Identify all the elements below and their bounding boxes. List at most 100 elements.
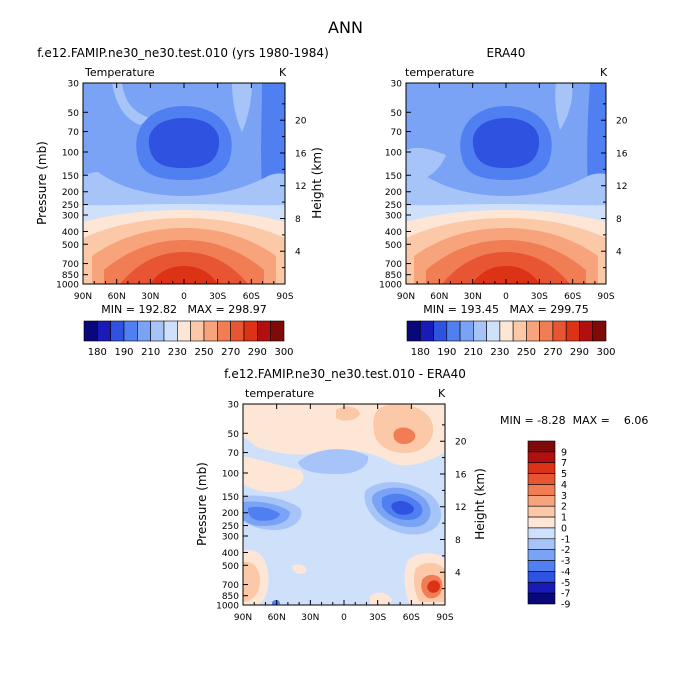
contour-band	[243, 456, 304, 493]
panel-era40-title: ERA40	[487, 46, 526, 60]
colorbar-swatch	[527, 527, 556, 540]
colorbar-swatch	[526, 320, 540, 342]
x-tick-label: 0	[341, 613, 347, 623]
x-tick-label: 60S	[564, 292, 581, 302]
y-tick-label: 200	[222, 509, 239, 519]
x-tick-label: 0	[503, 292, 509, 302]
height-tick-label: 20	[455, 438, 467, 448]
colorbar-label: 270	[543, 347, 562, 358]
colorbar-label: 7	[561, 458, 567, 469]
y-tick-label: 1000	[216, 602, 239, 612]
colorbar-label: 300	[596, 347, 615, 358]
colorbar-label: 5	[561, 469, 567, 480]
colorbar-swatch	[527, 473, 556, 485]
x-tick-label: 60S	[243, 292, 260, 302]
colorbar-swatch	[552, 320, 567, 342]
contour-band	[292, 564, 307, 574]
colorbar-swatch	[527, 451, 556, 464]
colorbar-swatch	[270, 320, 285, 342]
y-tick-label: 200	[385, 188, 402, 198]
panel-model-contours	[83, 83, 285, 284]
colorbar-swatch	[406, 320, 421, 342]
colorbar-label: -2	[561, 545, 570, 556]
colorbar-swatch	[486, 320, 501, 342]
height-tick-label: 16	[455, 470, 467, 480]
y-tick-label: 700	[62, 260, 79, 270]
x-tick-label: 30S	[209, 292, 226, 302]
colorbar-swatch	[217, 320, 231, 342]
colorbar-label: 2	[561, 502, 567, 513]
y-tick-label: 70	[228, 449, 240, 459]
colorbar-swatch	[123, 320, 138, 342]
colorbar-swatch	[473, 320, 487, 342]
colorbar-swatch	[527, 516, 556, 529]
x-tick-label: 90N	[74, 292, 92, 302]
y-tick-label: 250	[222, 522, 239, 532]
y-tick-label: 150	[222, 493, 239, 503]
y-tick-label: 400	[385, 228, 402, 238]
x-tick-label: 90S	[436, 613, 453, 623]
y-tick-label: 50	[228, 430, 240, 440]
colorbar-swatch	[230, 320, 245, 342]
x-tick-label: 60N	[268, 613, 286, 623]
y-tick-label: 1000	[379, 281, 402, 291]
x-tick-label: 0	[181, 292, 187, 302]
colorbar-swatch	[527, 571, 556, 583]
colorbar-swatch	[527, 538, 556, 550]
colorbar-swatch	[243, 320, 258, 342]
page-title: ANN	[328, 18, 363, 37]
height-tick-label: 4	[295, 248, 301, 258]
y-tick-label: 200	[62, 188, 79, 198]
y-tick-label: 850	[62, 271, 79, 281]
colorbar-label: 3	[561, 491, 567, 502]
y-tick-label: 150	[62, 172, 79, 182]
height-tick-label: 8	[616, 215, 622, 225]
panel-model: f.e12.FAMIP.ne30_ne30.test.010 (yrs 1980…	[35, 46, 329, 358]
colorbar-swatch	[539, 320, 554, 342]
contour-band	[336, 406, 360, 421]
x-tick-label: 60N	[430, 292, 448, 302]
colorbar-label: -1	[561, 534, 570, 545]
colorbar-swatch	[190, 320, 205, 342]
colorbar-label: 270	[221, 347, 240, 358]
y-tick-label: 300	[222, 532, 239, 542]
contour-band	[472, 118, 540, 168]
height-tick-label: 4	[455, 569, 461, 579]
colorbar-label: 190	[437, 347, 456, 358]
height-tick-label: 12	[295, 182, 306, 192]
contour-band	[248, 506, 280, 521]
panel-difference-title: f.e12.FAMIP.ne30_ne30.test.010 - ERA40	[224, 367, 466, 381]
colorbar-label: -4	[561, 567, 570, 578]
colorbar-swatch	[565, 320, 580, 342]
x-tick-label: 90N	[397, 292, 415, 302]
y-tick-label: 500	[385, 241, 402, 251]
y-tick-label: 300	[385, 211, 402, 221]
colorbar-swatch	[527, 484, 556, 496]
colorbar-label: 180	[88, 347, 107, 358]
panel-model-title: f.e12.FAMIP.ne30_ne30.test.010 (yrs 1980…	[37, 46, 329, 60]
colorbar-swatch	[527, 560, 556, 572]
x-tick-label: 90N	[234, 613, 252, 623]
colorbar-swatch	[433, 320, 448, 342]
height-tick-label: 8	[295, 215, 301, 225]
colorbar-label: 230	[168, 347, 187, 358]
contour-band	[391, 501, 414, 515]
pressure-axis-label: Pressure (mb)	[195, 462, 209, 546]
panel-difference-contours	[243, 404, 445, 605]
contour-band	[148, 118, 220, 168]
colorbar-swatch	[110, 320, 125, 342]
height-axis-label: Height (km)	[473, 468, 487, 539]
x-tick-label: 30N	[301, 613, 319, 623]
height-tick-label: 8	[455, 536, 461, 546]
colorbar-swatch	[527, 495, 556, 507]
colorbar-swatch	[527, 505, 556, 518]
colorbar-label: 210	[464, 347, 483, 358]
x-tick-label: 90S	[597, 292, 614, 302]
colorbar-label: 290	[248, 347, 267, 358]
y-tick-label: 850	[222, 592, 239, 602]
colorbar-label: -3	[561, 556, 570, 567]
y-tick-label: 100	[385, 149, 402, 159]
colorbar-label: 300	[274, 347, 293, 358]
colorbar-swatch	[527, 440, 556, 453]
